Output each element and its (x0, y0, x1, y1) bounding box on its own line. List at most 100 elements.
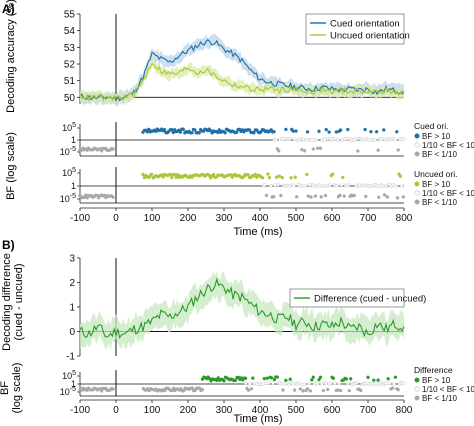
bf-point (301, 137, 305, 142)
y-tick-label: 3 (69, 254, 75, 265)
bf-point (288, 377, 292, 381)
bf-point (380, 136, 385, 141)
bf-point (377, 195, 381, 200)
bf-point (386, 377, 390, 381)
bf-point (376, 378, 380, 382)
bf-point (338, 388, 343, 393)
bf-point (324, 381, 328, 385)
strip-legend-marker-0 (414, 377, 420, 383)
bf-point (313, 194, 318, 198)
bf-point (336, 388, 340, 392)
bf-point (309, 195, 313, 199)
strip-tick-label-1: 1 (71, 181, 76, 191)
bf-point (387, 381, 392, 385)
bf-point (344, 377, 349, 381)
difference-y-axis-label-line2: (cued - uncued) (13, 263, 25, 340)
bf-point (253, 172, 258, 177)
strip-tick-label-2: 10-5 (60, 386, 76, 397)
bf-point (311, 375, 315, 379)
bf-point (149, 172, 154, 176)
bf-point (317, 129, 321, 134)
bf-point (267, 175, 272, 180)
strip-legend-label-1: 1/10 < BF < 10 (422, 189, 474, 198)
bf-point (279, 193, 283, 198)
bf-point (375, 184, 380, 188)
strip-tick-label-0: 105 (62, 370, 76, 381)
bf-point (320, 382, 324, 386)
bf-point (292, 183, 296, 188)
strip-legend-label-1: 1/10 < BF < 10 (422, 385, 474, 394)
x-tick-label: 700 (360, 405, 377, 416)
bf-point (181, 127, 186, 132)
bf-point (266, 172, 270, 176)
x-tick-label: 600 (324, 213, 341, 224)
strip-legend-label-0: BF > 10 (422, 376, 451, 385)
bf-point (287, 184, 292, 188)
bf-point (328, 183, 332, 187)
bf-point (111, 195, 115, 200)
bf-point (243, 376, 248, 380)
bf-point (318, 146, 323, 150)
bf-point (395, 196, 400, 200)
strip-legend-label-2: BF < 1/10 (422, 150, 457, 159)
bf-point (308, 183, 312, 187)
bf-point (382, 193, 387, 197)
bf-point (326, 387, 330, 392)
bf-point (111, 387, 115, 391)
bf-point (243, 381, 248, 385)
x-tick-label: 600 (324, 405, 341, 416)
x-axis-label-b: Time (ms) (233, 413, 282, 425)
x-tick-label: 800 (396, 405, 413, 416)
bf-point (292, 137, 297, 142)
y-tick-label: 2 (69, 278, 75, 289)
strip-legend-label-0: BF > 10 (422, 180, 451, 189)
bf-point (217, 128, 222, 132)
strip-tick-label-1: 1 (71, 379, 76, 389)
bf-point (197, 386, 202, 390)
bf-point (342, 194, 346, 198)
bf-point (326, 136, 330, 141)
bf-point (311, 147, 315, 151)
panel-label-a: A) (2, 2, 15, 16)
bf-point (272, 377, 277, 382)
bf-point (362, 183, 367, 188)
bf-point (260, 176, 265, 180)
bf-point (274, 137, 278, 142)
bf-point (346, 183, 351, 187)
bf-point (323, 138, 327, 142)
y-tick-label: 1 (69, 303, 75, 314)
bf-point (99, 149, 104, 153)
bf-point (393, 137, 398, 142)
bf-point (374, 130, 379, 134)
bf-point (344, 136, 349, 141)
bf-point (261, 382, 265, 386)
bf-point (300, 147, 304, 152)
bf-point (401, 195, 405, 199)
x-tick-label: 700 (360, 213, 377, 224)
legend: Difference (cued - uncued) (289, 288, 426, 308)
strip-legend-title: Cued ori. (414, 121, 449, 131)
strip-legend-title: Uncued ori. (414, 169, 457, 179)
bf-point (339, 183, 344, 187)
bf-point (111, 147, 115, 151)
x-tick-label: 400 (252, 405, 269, 416)
bf-point (398, 174, 403, 178)
bf-point (200, 387, 205, 392)
x-tick-label: 500 (288, 405, 305, 416)
strip-legend-label-0: BF > 10 (422, 132, 451, 141)
bf-point (266, 381, 271, 385)
legend-label-0: Difference (cued - uncued) (314, 294, 426, 305)
bf-point (367, 138, 372, 142)
bf-point (263, 182, 267, 187)
bf-point (318, 184, 322, 188)
bf-point (302, 382, 307, 386)
bf-point (374, 381, 379, 386)
bf-point (335, 183, 339, 188)
bf-point (317, 378, 321, 382)
bf-point (338, 193, 342, 198)
bf-point (292, 388, 297, 392)
bf-point (289, 176, 293, 180)
bf-point (305, 172, 309, 177)
